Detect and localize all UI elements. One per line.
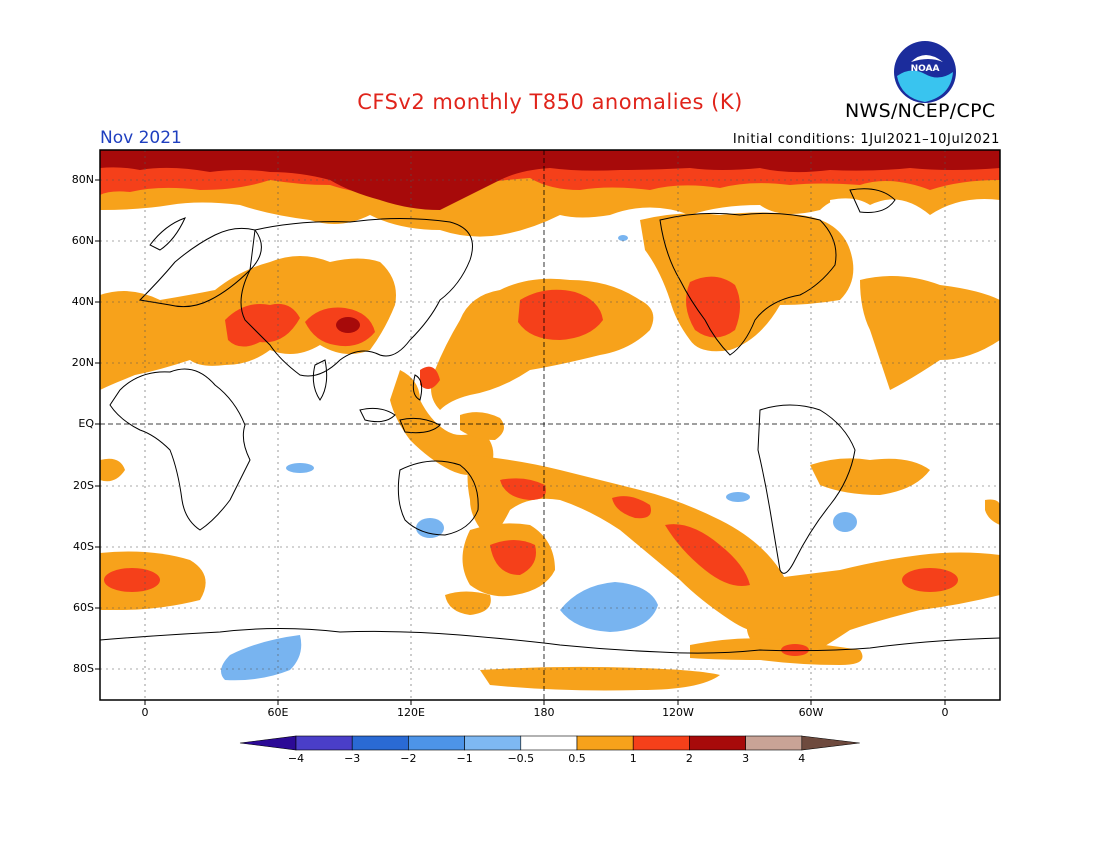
colorbar-box-3 bbox=[408, 735, 465, 751]
lat-label-eq: EQ bbox=[78, 417, 94, 430]
forecast-month: Nov 2021 bbox=[100, 128, 182, 148]
anomaly-south-pacific bbox=[467, 455, 790, 634]
colorbar-label: −2 bbox=[400, 752, 417, 765]
colorbar-label: −3 bbox=[344, 752, 361, 765]
colorbar-box-6 bbox=[576, 735, 634, 751]
lon-label-120e: 120E bbox=[397, 706, 425, 719]
lat-label-40n: 40N bbox=[71, 295, 94, 308]
initial-conditions: Initial conditions: 1Jul2021–10Jul2021 bbox=[732, 132, 1000, 147]
colorbar-box-4 bbox=[464, 735, 522, 751]
colorbar-box-7 bbox=[632, 735, 690, 751]
chart-title: CFSv2 monthly T850 anomalies (K) bbox=[357, 90, 743, 114]
lat-label-20n: 20N bbox=[71, 356, 94, 369]
logo-text: NOAA bbox=[911, 64, 940, 74]
org-label: NWS/NCEP/CPC bbox=[845, 100, 996, 122]
lon-label-120w: 120W bbox=[662, 706, 694, 719]
lon-label-60e: 60E bbox=[267, 706, 289, 719]
lon-label-180: 180 bbox=[533, 706, 555, 719]
axis-ticks bbox=[95, 179, 946, 705]
noaa-logo-icon: NOAA bbox=[894, 41, 956, 103]
anomaly-tasman bbox=[445, 523, 555, 615]
map-frame bbox=[99, 149, 1001, 701]
colorbar-label: −1 bbox=[456, 752, 473, 765]
colorbar-box-2 bbox=[351, 735, 409, 751]
colorbar-label: 1 bbox=[629, 752, 637, 765]
lat-label-80n: 80N bbox=[71, 173, 94, 186]
colorbar bbox=[239, 735, 860, 751]
lon-label-0-east: 0 bbox=[941, 706, 949, 719]
colorbar-arrow-low bbox=[239, 735, 297, 751]
colorbar-box-8 bbox=[689, 735, 746, 751]
anomaly-arctic bbox=[100, 150, 1000, 237]
colorbar-label: 4 bbox=[798, 752, 806, 765]
colorbar-label: 0.5 bbox=[568, 752, 586, 765]
colorbar-box-5 bbox=[520, 735, 578, 751]
lat-label-60s: 60S bbox=[73, 601, 94, 614]
lat-label-80s: 80S bbox=[73, 662, 94, 675]
colorbar-label: −0.5 bbox=[507, 752, 535, 765]
map-center-lines bbox=[100, 150, 1000, 700]
anomaly-north-america bbox=[640, 198, 1000, 390]
colorbar-label: 3 bbox=[742, 752, 750, 765]
coastlines bbox=[100, 188, 1000, 654]
lat-label-40s: 40S bbox=[73, 540, 94, 553]
lon-label-0-west: 0 bbox=[141, 706, 149, 719]
colorbar-label: 2 bbox=[685, 752, 693, 765]
colorbar-box-1 bbox=[295, 735, 353, 751]
lat-label-20s: 20S bbox=[73, 479, 94, 492]
map-grid bbox=[100, 150, 1000, 700]
lon-label-60w: 60W bbox=[798, 706, 824, 719]
anomaly-negative bbox=[221, 235, 857, 681]
colorbar-label: −4 bbox=[287, 752, 305, 765]
colorbar-box-9 bbox=[745, 735, 803, 751]
lat-label-60n: 60N bbox=[71, 234, 94, 247]
colorbar-arrow-high bbox=[801, 735, 860, 751]
anomaly-north-pacific bbox=[420, 278, 654, 410]
